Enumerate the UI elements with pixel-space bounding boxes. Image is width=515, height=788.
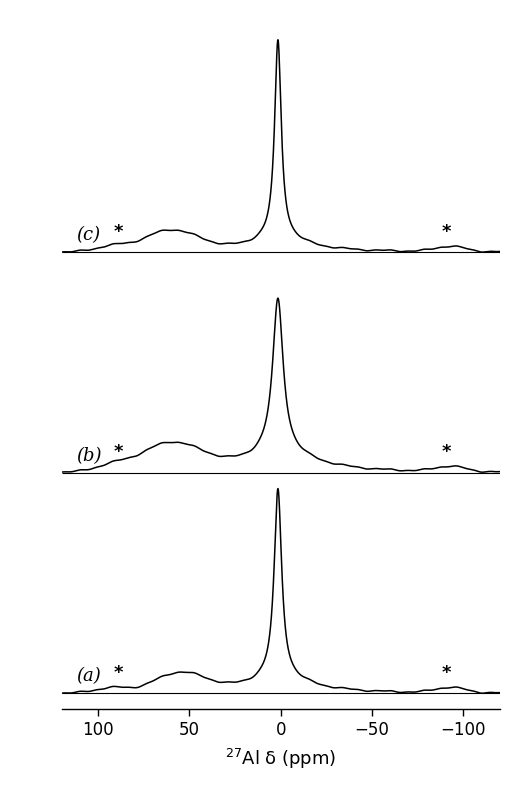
Text: (c): (c) bbox=[76, 226, 100, 244]
Text: *: * bbox=[114, 443, 123, 461]
Text: (a): (a) bbox=[76, 667, 101, 686]
Text: (b): (b) bbox=[76, 447, 102, 465]
Text: *: * bbox=[442, 663, 452, 682]
Text: *: * bbox=[114, 222, 123, 240]
Text: *: * bbox=[442, 443, 452, 461]
X-axis label: $^{27}$Al δ (ppm): $^{27}$Al δ (ppm) bbox=[225, 747, 336, 771]
Text: *: * bbox=[114, 663, 123, 682]
Text: *: * bbox=[442, 222, 452, 240]
